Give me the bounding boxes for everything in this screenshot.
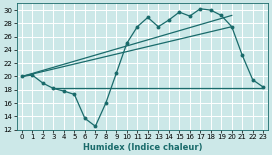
X-axis label: Humidex (Indice chaleur): Humidex (Indice chaleur) xyxy=(83,143,202,152)
